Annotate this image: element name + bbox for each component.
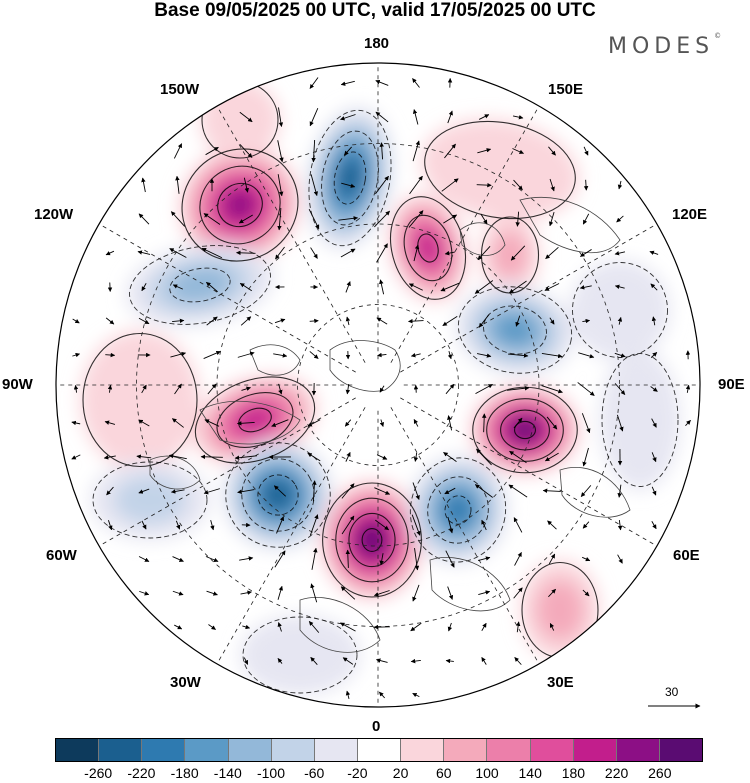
colorbar-tick-label: -60 [304,765,325,781]
lon-label-0: 0 [372,718,381,735]
colorbar-tick-label: 20 [392,765,409,781]
colorbar-tick-label: 140 [518,765,542,781]
lon-label-120w: 120W [34,206,74,223]
lon-label-150w: 150W [160,81,200,98]
colorbar-tick-label: -100 [256,765,286,781]
colorbar-tick-label: -260 [84,765,113,781]
colorbar-tick-label: 260 [648,765,672,781]
map-border [55,62,701,708]
colorbar-tick-label: -220 [127,765,156,781]
colorbar-ticks: -260 -220 -180 -140 -100 -60 -20 20 60 100 140 180 2… [55,765,703,783]
colorbar-segment [314,739,358,761]
coastlines [149,197,631,653]
lon-label-90w: 90W [2,376,33,393]
colorbar-tick-label: 180 [561,765,586,781]
colorbar-segment [228,739,272,761]
lon-label-180: 180 [364,35,390,52]
colorbar-segment [444,739,488,761]
colorbar-segment [401,739,445,761]
colorbar-segment [142,739,186,761]
lon-label-30w: 30W [170,674,201,691]
colorbar-segment [185,739,229,761]
colorbar-segment [357,739,402,761]
colorbar-tick-label: -180 [170,765,199,781]
colorbar-segment [616,739,660,761]
colorbar [55,738,703,762]
lon-label-60w: 60W [46,547,77,564]
colorbar-tick-label: -20 [347,765,368,781]
colorbar-segment [56,739,100,761]
lon-label-30e: 30E [547,674,574,691]
reference-vector-label: 30 [665,685,679,699]
colorbar-tick-label: 60 [436,765,452,781]
colorbar-segment [99,739,143,761]
brand-logo: MODES© [608,32,722,59]
anomaly-contours [82,81,679,694]
lon-label-60e: 60E [673,547,700,564]
map-title: Base 09/05/2025 00 UTC, valid 17/05/2025… [154,0,596,21]
colorbar-tick-label: -140 [213,765,242,781]
lon-label-120e: 120E [672,206,708,223]
colorbar-segment [573,739,617,761]
colorbar-tick-label: 220 [604,765,629,781]
colorbar-tick-label: 100 [475,765,499,781]
wind-vectors [71,77,691,700]
colorbar-segment [530,739,574,761]
colorbar-segment [487,739,531,761]
lon-label-90e: 90E [718,376,745,393]
colorbar-segment [659,739,703,761]
lon-label-150e: 150E [548,81,584,98]
colorbar-segment [271,739,315,761]
